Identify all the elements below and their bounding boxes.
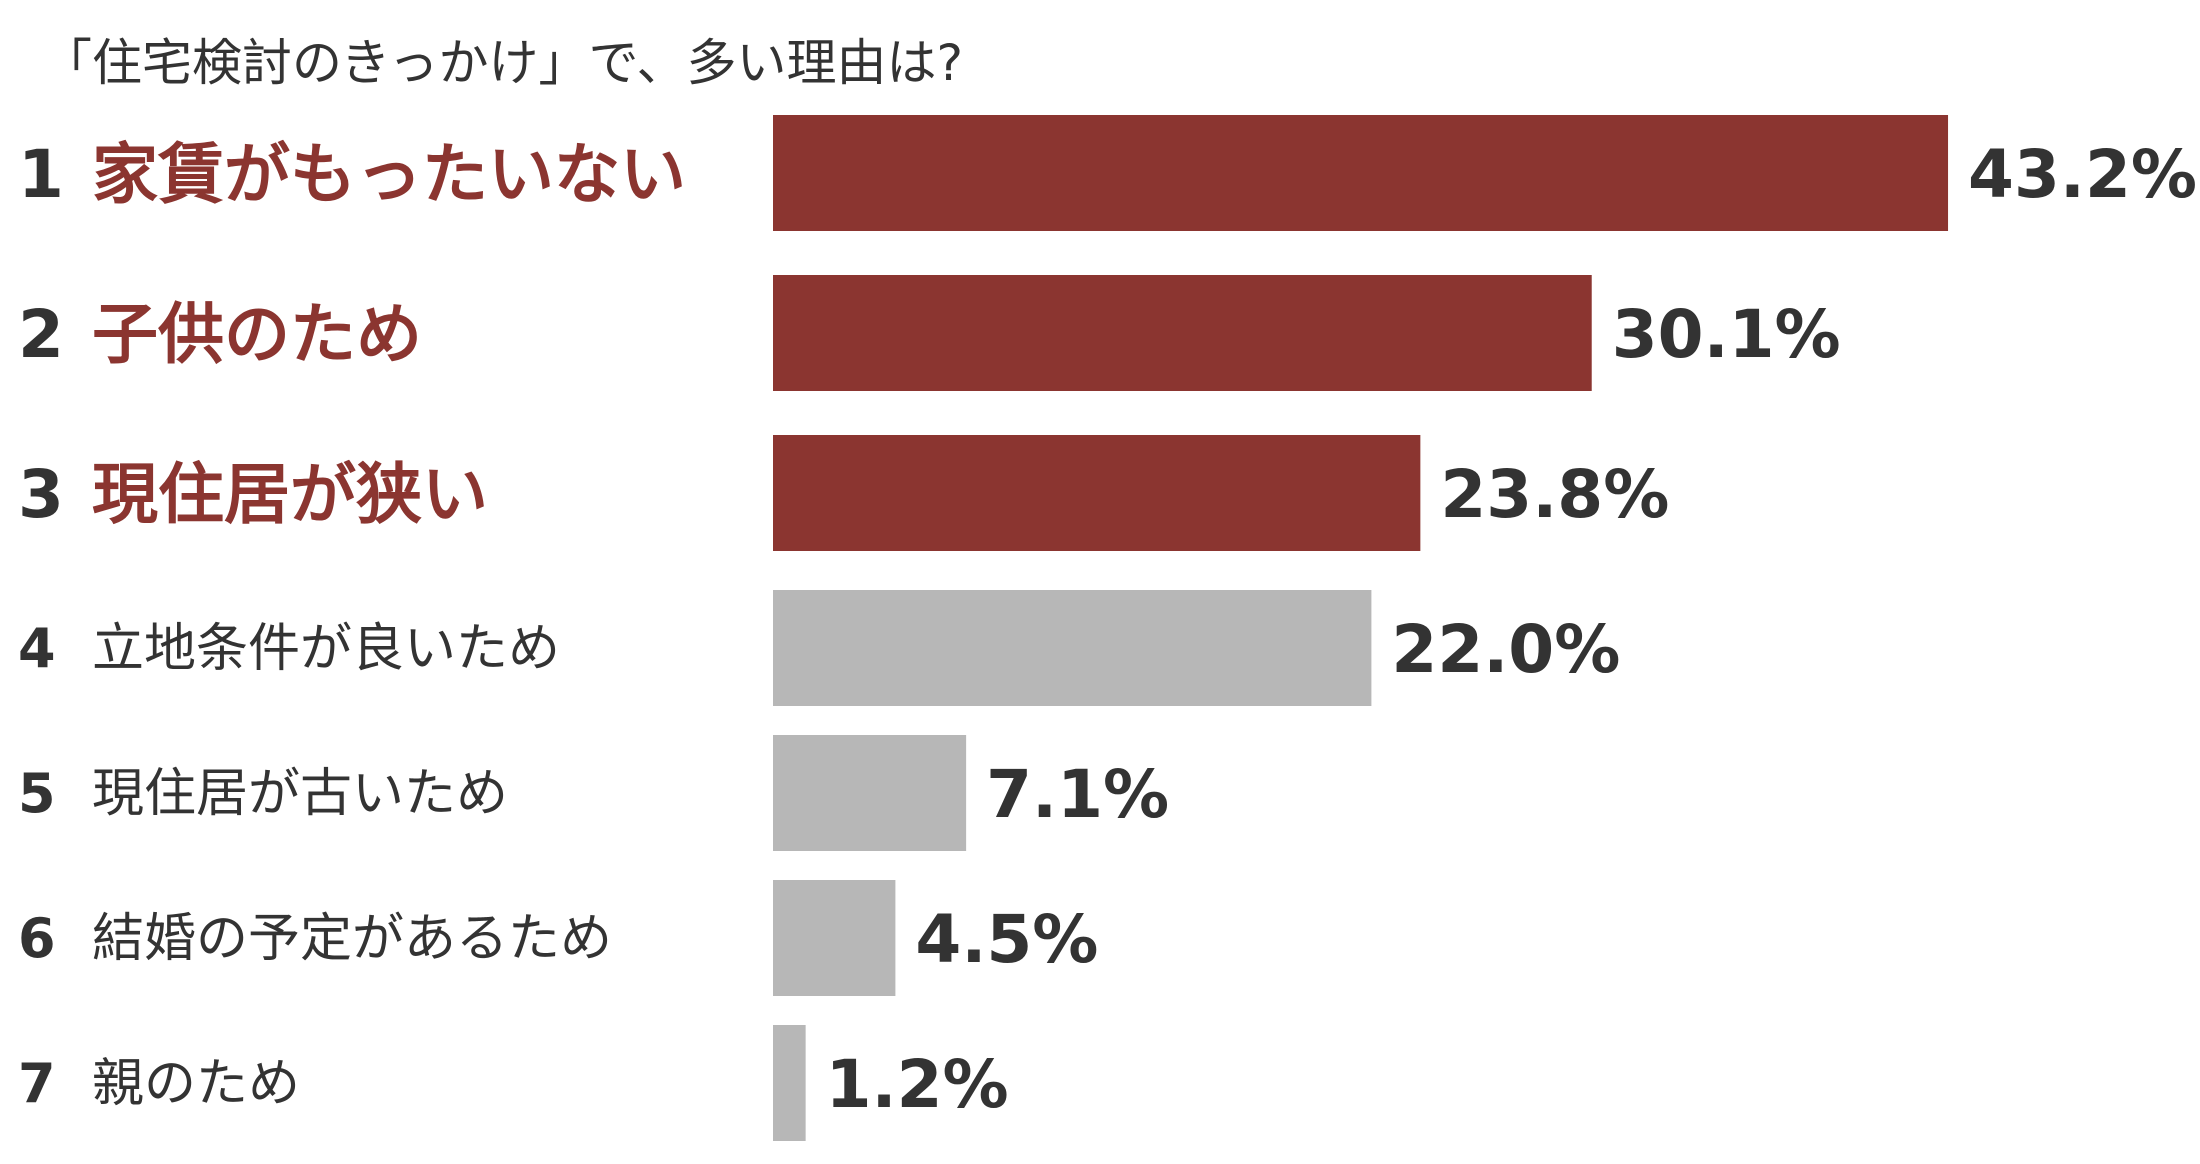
bar <box>773 880 896 996</box>
bar-row-3: 3 現住居が狭い 23.8% <box>18 435 1669 551</box>
value-label: 43.2% <box>1968 136 2197 213</box>
value-label: 22.0% <box>1391 611 1620 688</box>
category-label: 親のため <box>92 1054 300 1114</box>
bar <box>773 115 1949 231</box>
bar <box>773 275 1592 391</box>
value-label: 30.1% <box>1612 296 1841 373</box>
bar-row-5: 5 現住居が古いため 7.1% <box>18 735 1169 851</box>
rank-number: 3 <box>18 456 64 533</box>
rank-number: 5 <box>18 762 56 825</box>
rank-number: 7 <box>18 1052 56 1115</box>
category-label: 現住居が狭い <box>92 456 488 533</box>
category-label: 子供のため <box>92 296 422 373</box>
rank-number: 2 <box>18 296 64 373</box>
rank-number: 1 <box>18 136 64 213</box>
bar-row-2: 2 子供のため 30.1% <box>18 275 1841 391</box>
category-label: 現住居が古いため <box>92 764 508 824</box>
value-label: 4.5% <box>915 901 1098 978</box>
category-label: 家賃がもったいない <box>92 136 686 213</box>
bar <box>773 590 1372 706</box>
category-label: 結婚の予定があるため <box>92 909 612 969</box>
bar <box>773 1025 806 1141</box>
chart-title: 「住宅検討のきっかけ」で、多い理由は? <box>42 34 963 92</box>
value-label: 23.8% <box>1440 456 1669 533</box>
rank-number: 6 <box>18 907 56 970</box>
bar-row-4: 4 立地条件が良いため 22.0% <box>18 590 1620 706</box>
rank-number: 4 <box>18 617 56 680</box>
bars-layer: 1 家賃がもったいない 43.2% 2 子供のため 30.1% 3 現住居が狭い 23.8% 4 立… <box>18 115 2197 1141</box>
bar-row-1: 1 家賃がもったいない 43.2% <box>18 115 2197 231</box>
bar <box>773 735 967 851</box>
bar-row-7: 7 親のため 1.2% <box>18 1025 1009 1141</box>
bar-row-6: 6 結婚の予定があるため 4.5% <box>18 880 1098 996</box>
category-label: 立地条件が良いため <box>92 619 560 679</box>
value-label: 1.2% <box>826 1046 1009 1123</box>
value-label: 7.1% <box>986 756 1169 833</box>
bar <box>773 435 1421 551</box>
